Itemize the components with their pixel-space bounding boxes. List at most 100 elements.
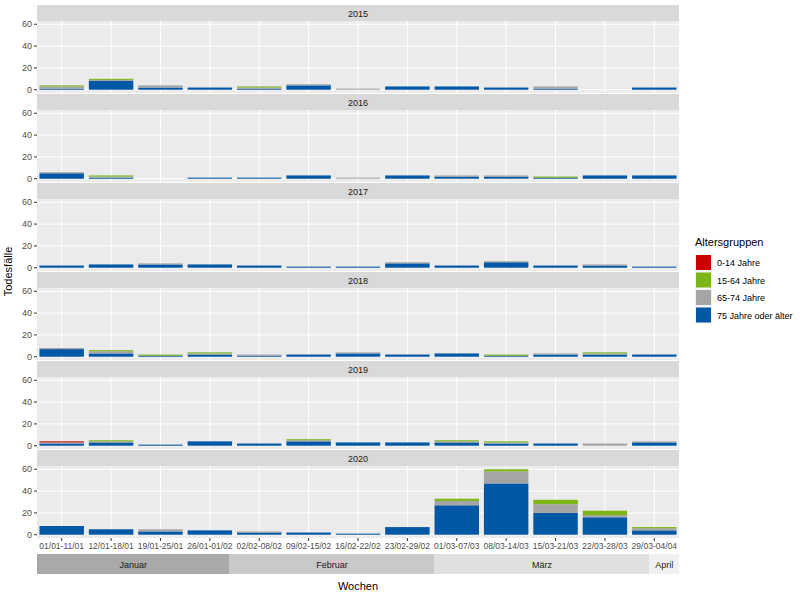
bar [188,441,232,445]
bar [39,266,83,268]
bar [89,81,133,90]
panel-title: 2019 [348,365,368,375]
tick-mark [34,491,37,492]
bar [188,87,232,88]
strip [37,361,679,377]
bar [237,89,281,90]
bar [533,176,577,177]
grid-line [259,110,260,182]
bar [435,266,479,268]
tick-label: 20 [22,241,32,251]
grid-line [308,199,309,271]
bar [533,353,577,354]
grid-line [259,466,260,538]
bar [89,529,133,534]
tick-label: 20 [22,152,32,162]
legend-key [696,273,711,288]
bar [89,529,133,530]
bar [385,263,429,267]
bar [385,86,429,87]
bar [39,89,83,90]
grid-line [358,288,359,360]
tick-mark [34,202,37,203]
tick-mark [34,156,37,157]
bar [237,356,281,357]
month-label: März [532,560,552,570]
tick-label: 60 [22,464,32,474]
bar [385,527,429,528]
bar [435,265,479,266]
bar [89,529,133,530]
grid-line [358,466,359,538]
grid-line [209,199,210,271]
bar [286,84,330,85]
bar [583,355,627,357]
bar [533,265,577,266]
bar [286,532,330,533]
tick-mark [34,380,37,381]
bar [89,442,133,445]
bar [385,262,429,263]
tick-mark [34,46,37,47]
bar [237,265,281,266]
panel-background [37,110,679,182]
bar [533,443,577,444]
grid-line [209,466,210,538]
strip [37,183,679,199]
bar [286,532,330,533]
grid-line [407,377,408,449]
bar [138,85,182,87]
bar [484,355,528,356]
bar [385,527,429,528]
panel-background [37,21,679,93]
bar [138,263,182,264]
bar [39,265,83,266]
bar [583,175,627,178]
bar [138,178,182,179]
bar [138,355,182,356]
bar [583,515,627,517]
bar [188,264,232,265]
bar [237,177,281,178]
bar [632,266,676,267]
bar [89,350,133,351]
bar [533,266,577,268]
bar [336,442,380,445]
bar [138,356,182,357]
bar [583,89,627,90]
bar [435,175,479,176]
bar [336,442,380,443]
bar [583,511,627,515]
bars [39,439,676,446]
bar [138,444,182,445]
bar [237,265,281,266]
bar [435,175,479,176]
bar [286,175,330,176]
category-label: 02/02-08/02 [237,541,283,551]
tick-mark [34,267,37,268]
grid-line [506,21,507,93]
bar [39,526,83,527]
bar [336,533,380,534]
tick-label: 0 [27,263,32,273]
bar [188,441,232,442]
strip [37,272,679,288]
bar [435,86,479,89]
grid-line [111,377,112,449]
bar [188,352,232,353]
tick-label: 40 [22,397,32,407]
grid-line [555,110,556,182]
tick-mark [34,534,37,535]
bar [89,350,133,351]
bar [39,85,83,86]
grid-line [604,110,605,182]
category-label: 26/01-01/02 [187,541,233,551]
bar [237,88,281,89]
grid-line [61,21,62,93]
bar [632,175,676,176]
grid-line [259,199,260,271]
bar [336,353,380,356]
bar [336,533,380,534]
bar [632,175,676,176]
bar [632,87,676,88]
